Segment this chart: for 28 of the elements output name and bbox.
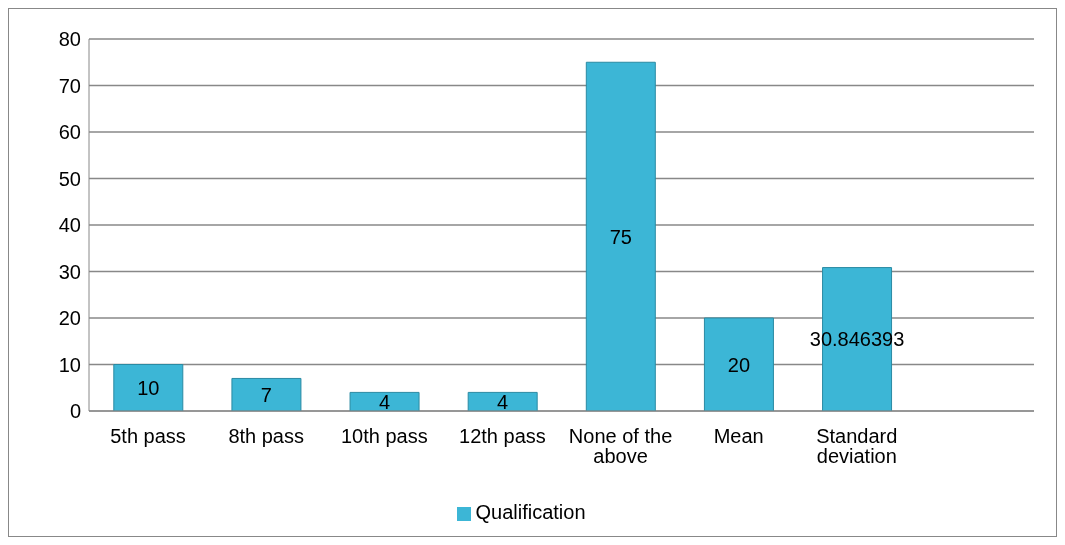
- data-label: 10: [137, 376, 160, 399]
- y-tick-label: 30: [58, 260, 81, 283]
- bar: [585, 61, 656, 411]
- bar: [113, 364, 184, 411]
- x-tick-label: None of the above: [568, 425, 673, 468]
- y-tick-label: 60: [58, 121, 81, 144]
- bar: [349, 391, 420, 411]
- y-tick-label: 40: [58, 214, 81, 237]
- x-tick-label: 10th pass: [340, 425, 428, 448]
- y-tick-label: 80: [58, 28, 81, 51]
- data-label: 4: [378, 390, 391, 413]
- y-tick-label: 10: [58, 353, 81, 376]
- legend-label: Qualification: [475, 501, 586, 523]
- data-label: 4: [497, 390, 509, 413]
- y-tick-label: 70: [58, 74, 81, 97]
- y-tick-label: 0: [69, 400, 81, 423]
- x-tick-label: Standard deviation: [816, 425, 898, 468]
- data-label: 7: [260, 383, 272, 406]
- data-label: 20: [727, 353, 751, 376]
- x-tick-label: 8th pass: [228, 425, 304, 448]
- x-tick-label: 5th pass: [110, 425, 186, 448]
- data-label: 75: [609, 225, 632, 248]
- y-tick-label: 20: [58, 307, 81, 330]
- x-tick-label: Mean: [713, 425, 764, 448]
- x-tick-label: 12th pass: [459, 425, 546, 448]
- y-tick-label: 50: [58, 167, 81, 190]
- bar: [703, 317, 774, 411]
- bar: [231, 377, 302, 411]
